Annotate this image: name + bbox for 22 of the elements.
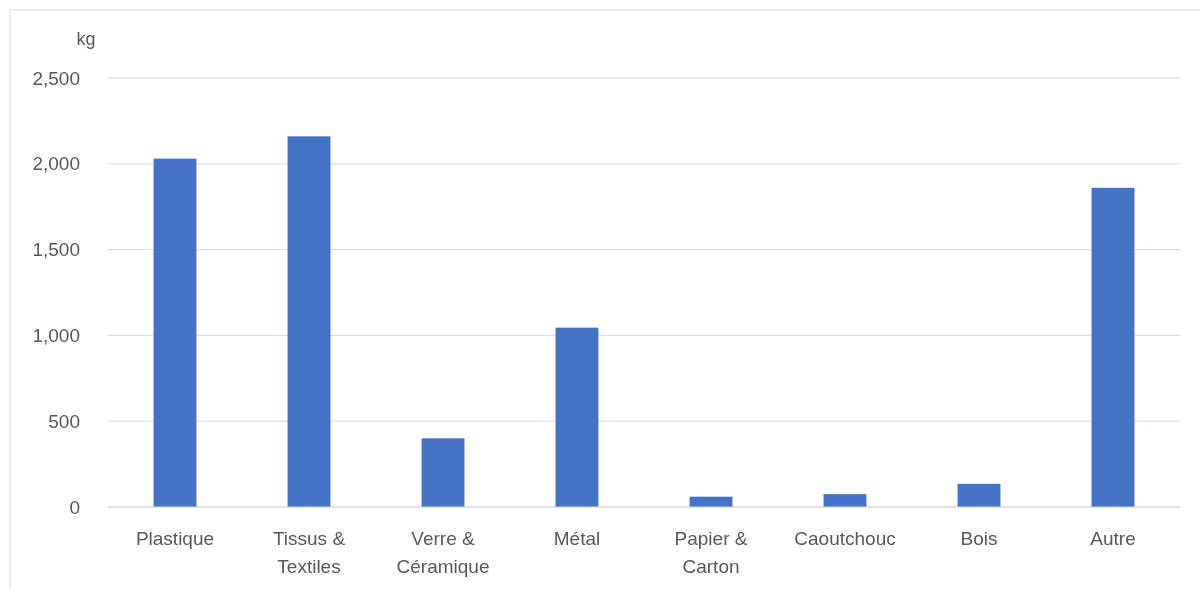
bar <box>957 483 1001 507</box>
x-tick-label: Tissus & Textiles <box>272 528 346 577</box>
bar <box>1091 187 1135 507</box>
bar <box>823 494 867 507</box>
y-tick-label: 2,000 <box>32 153 80 175</box>
bar <box>287 136 331 507</box>
x-tick-label: Plastique <box>135 528 215 549</box>
x-tick-label: Métal <box>553 528 601 549</box>
bar <box>421 438 465 507</box>
bar <box>153 158 197 507</box>
bar <box>555 327 599 507</box>
x-tick-label: Verre & Céramique <box>396 528 490 577</box>
y-tick-label: 1,500 <box>32 239 80 261</box>
y-tick-label: 2,500 <box>32 67 80 89</box>
x-tick-label: Papier & Carton <box>674 528 748 577</box>
y-axis-title: kg <box>76 29 96 49</box>
x-tick-label: Caoutchouc <box>794 528 896 549</box>
x-tick-label: Bois <box>960 528 998 549</box>
y-tick-label: 1,000 <box>32 324 80 346</box>
x-tick-label: Autre <box>1090 528 1136 549</box>
y-tick-label: 500 <box>48 410 80 432</box>
y-tick-label: 0 <box>69 496 80 518</box>
